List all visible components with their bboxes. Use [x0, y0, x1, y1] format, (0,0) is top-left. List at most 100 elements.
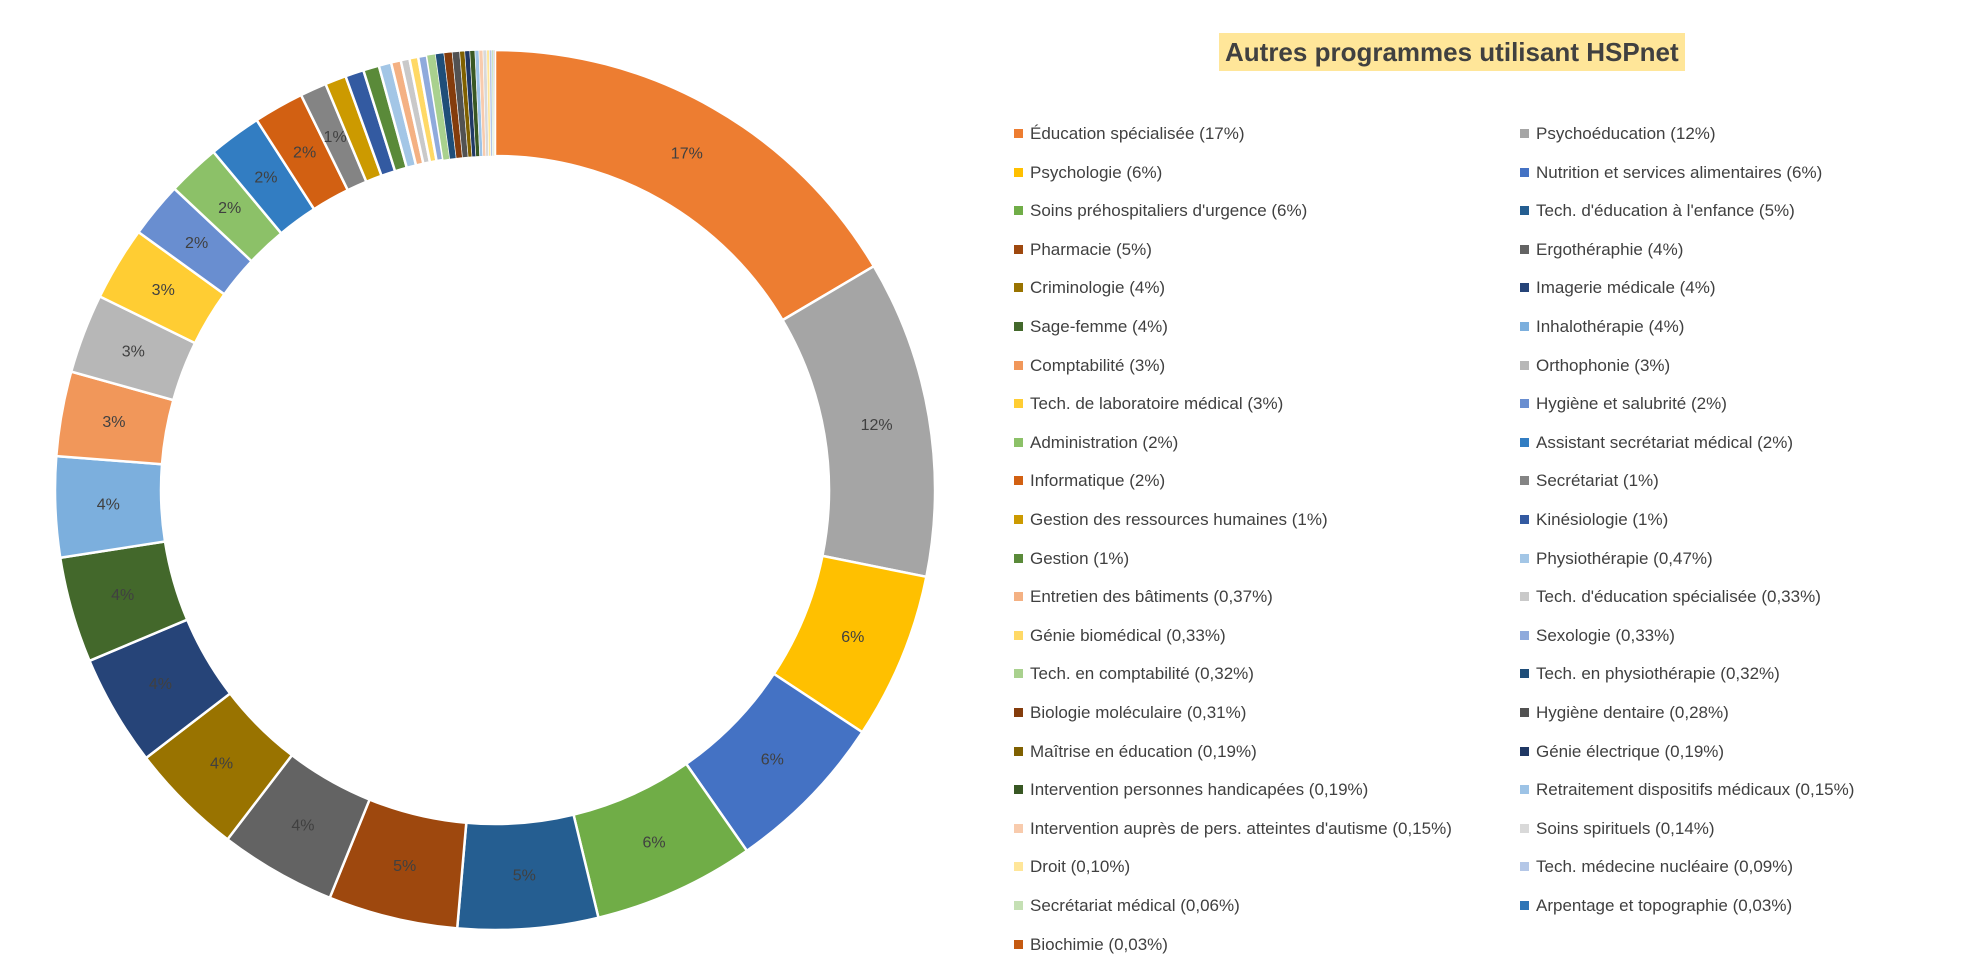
legend-swatch [1520, 322, 1529, 331]
legend-label: Gestion des ressources humaines (1%) [1030, 510, 1328, 529]
legend-swatch [1520, 708, 1529, 717]
legend-swatch [1014, 437, 1023, 447]
slice-data-label: 4% [149, 676, 172, 693]
legend-label: Soins préhospitaliers d'urgence (6%) [1030, 201, 1308, 221]
legend-label: Biologie moléculaire (0,31%) [1030, 703, 1247, 722]
legend-label: Soins spirituels (0,14%) [1536, 818, 1715, 838]
slice-data-label: 6% [761, 751, 784, 768]
legend-item: Sexologie (0,33%) [1520, 624, 1675, 648]
legend-label: Secrétariat (1%) [1536, 471, 1659, 491]
legend-label: Sage-femme (4%) [1030, 317, 1168, 336]
legend-item: Comptabilité (3%) [1014, 354, 1165, 378]
legend-swatch [1520, 399, 1529, 409]
legend-swatch [1014, 785, 1023, 795]
slice-data-label: 2% [254, 170, 277, 187]
donut-slice [780, 264, 937, 579]
legend-label: Génie biomédical (0,33%) [1030, 625, 1226, 645]
legend-item: Arpentage et topographie (0,03%) [1520, 894, 1792, 918]
slice-data-label: 2% [293, 145, 316, 162]
legend-label: Gestion (1%) [1030, 548, 1130, 568]
legend-swatch [1014, 939, 1023, 949]
legend-swatch [1014, 283, 1023, 293]
donut-slice [493, 49, 496, 157]
legend-label: Maîtrise en éducation (0,19%) [1030, 741, 1257, 761]
legend-label: Informatique (2%) [1030, 471, 1166, 491]
legend-label: Kinésiologie (1%) [1536, 510, 1669, 529]
legend-swatch [1520, 630, 1529, 640]
slice-data-label: 6% [841, 629, 864, 646]
legend-label: Hygiène dentaire (0,28%) [1536, 703, 1729, 722]
legend-swatch [1014, 630, 1023, 640]
legend-label: Assistant secrétariat médical (2%) [1536, 432, 1793, 452]
legend-label: Inhalothérapie (4%) [1536, 317, 1685, 336]
legend-item: Tech. d'éducation à l'enfance (5%) [1520, 199, 1795, 223]
slice-data-label: 4% [291, 817, 314, 834]
slice-data-label: 4% [97, 496, 120, 513]
legend-item: Gestion des ressources humaines (1%) [1014, 508, 1328, 532]
slice-data-label: 12% [861, 417, 893, 434]
legend-label: Criminologie (4%) [1030, 278, 1166, 298]
legend-swatch [1014, 669, 1023, 679]
legend-swatch [1520, 592, 1529, 602]
legend-item: Tech. médecine nucléaire (0,09%) [1520, 855, 1793, 879]
legend-item: Tech. en physiothérapie (0,32%) [1520, 662, 1780, 686]
legend-swatch [1014, 746, 1023, 756]
legend-label: Administration (2%) [1030, 432, 1179, 452]
legend-swatch [1014, 708, 1023, 717]
legend-item: Sage-femme (4%) [1014, 315, 1168, 339]
donut-chart: 17% 12% 6% 6% 6% 5% 5% 4% 4% 4% 4% 4% 3% 3% 3% 2% 2% 2% 2%… [53, 48, 937, 932]
legend-label: Retraitement dispositifs médicaux (0,15%… [1536, 780, 1855, 800]
slice-data-label: 2% [185, 235, 208, 252]
legend-item: Imagerie médicale (4%) [1520, 276, 1716, 300]
legend-item: Retraitement dispositifs médicaux (0,15%… [1520, 778, 1854, 802]
legend-swatch [1014, 823, 1023, 833]
legend-item: Génie biomédical (0,33%) [1014, 624, 1226, 648]
legend-label: Génie électrique (0,19%) [1536, 741, 1725, 761]
legend-label: Imagerie médicale (4%) [1536, 278, 1716, 298]
legend-swatch [1520, 515, 1529, 524]
legend-item: Gestion (1%) [1014, 547, 1129, 571]
legend-label: Tech. d'éducation spécialisée (0,33%) [1536, 587, 1821, 607]
legend-label: Psychoéducation (12%) [1536, 124, 1716, 143]
legend-label: Hygiène et salubrité (2%) [1536, 394, 1727, 414]
legend-item: Biochimie (0,03%) [1014, 933, 1168, 957]
legend-item: Secrétariat (1%) [1520, 469, 1659, 493]
legend-item: Hygiène dentaire (0,28%) [1520, 701, 1729, 725]
legend-swatch [1014, 360, 1023, 370]
legend-label: Physiothérapie (0,47%) [1536, 548, 1713, 568]
legend-item: Hygiène et salubrité (2%) [1520, 392, 1727, 416]
legend-item: Assistant secrétariat médical (2%) [1520, 431, 1793, 455]
legend-swatch [1520, 167, 1529, 177]
legend-label: Éducation spécialisée (17%) [1030, 124, 1245, 143]
legend-swatch [1014, 167, 1023, 177]
legend-item: Informatique (2%) [1014, 469, 1165, 493]
legend-label: Pharmacie (5%) [1030, 239, 1152, 259]
legend-item: Psychoéducation (12%) [1520, 122, 1716, 146]
legend-item: Ergothéraphie (4%) [1520, 238, 1683, 262]
legend-label: Droit (0,10%) [1030, 857, 1131, 877]
legend-swatch [1014, 129, 1023, 138]
legend-label: Sexologie (0,33%) [1536, 625, 1675, 645]
legend-swatch [1520, 862, 1529, 872]
legend-label: Tech. de laboratoire médical (3%) [1030, 394, 1284, 414]
legend-swatch [1520, 669, 1529, 679]
legend-swatch [1014, 592, 1023, 602]
slice-data-label: 4% [111, 587, 134, 604]
legend-label: Arpentage et topographie (0,03%) [1536, 896, 1793, 915]
legend-item: Pharmacie (5%) [1014, 238, 1152, 262]
legend-item: Génie électrique (0,19%) [1520, 740, 1724, 764]
legend-swatch [1014, 322, 1023, 331]
legend-swatch [1520, 785, 1529, 795]
legend-swatch [1520, 283, 1529, 293]
legend-swatch [1520, 746, 1529, 756]
legend-item: Nutrition et services alimentaires (6%) [1520, 161, 1822, 185]
legend-label: Secrétariat médical (0,06%) [1030, 896, 1240, 915]
legend-swatch [1520, 360, 1529, 370]
legend-swatch [1014, 399, 1023, 409]
legend-label: Biochimie (0,03%) [1030, 934, 1168, 954]
legend-swatch [1014, 862, 1023, 872]
legend-swatch [1520, 823, 1529, 833]
legend-item: Secrétariat médical (0,06%) [1014, 894, 1240, 918]
legend-label: Tech. d'éducation à l'enfance (5%) [1536, 201, 1795, 221]
slice-data-label: 2% [218, 200, 241, 217]
